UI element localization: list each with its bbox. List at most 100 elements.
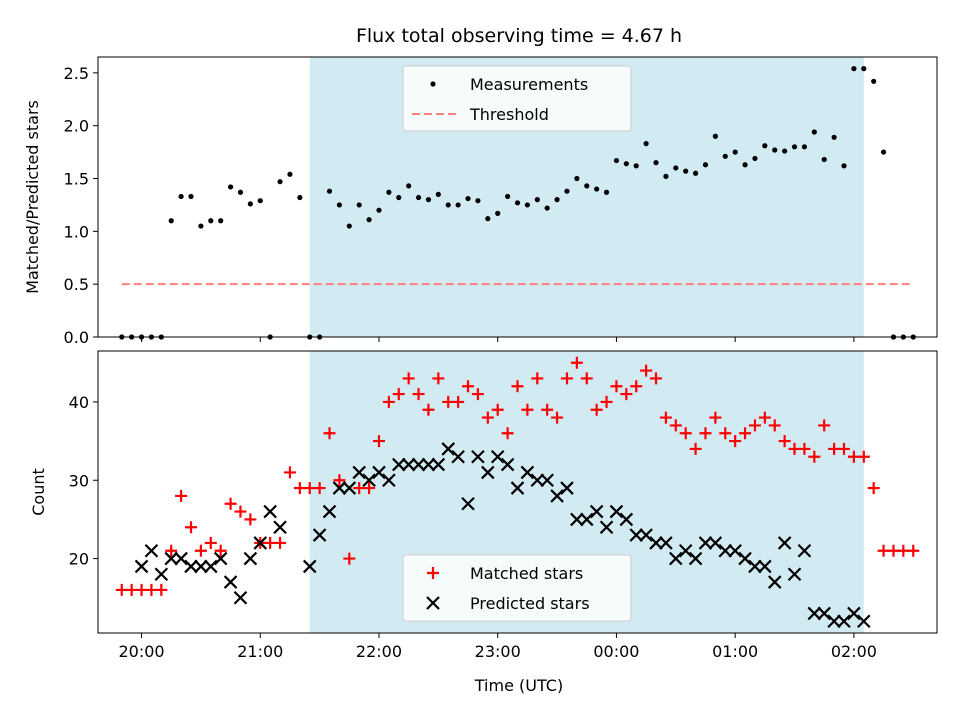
measurement-point	[712, 133, 718, 139]
measurement-point	[247, 201, 253, 207]
predicted-star-point	[213, 551, 228, 566]
measurement-point	[445, 202, 451, 208]
measurement-point	[514, 200, 521, 206]
measurement-point	[406, 183, 412, 189]
measurement-point	[495, 210, 501, 216]
x-tick-label: 23:00	[475, 642, 521, 661]
predicted-star-point	[767, 575, 782, 589]
matched-star-point	[551, 411, 564, 424]
predicted-star-point	[758, 559, 772, 574]
predicted-star-point	[738, 551, 752, 566]
matched-star-point	[778, 435, 791, 448]
x-axis-bottom: 20:00 21:00 22:00 23:00 00:00 01:00 02:00	[118, 633, 877, 661]
measurement-point	[673, 165, 679, 171]
measurement-point	[762, 143, 768, 149]
predicted-star-point	[204, 559, 218, 574]
matched-star-point	[422, 403, 435, 416]
predicted-star-point	[342, 481, 357, 495]
measurement-point	[742, 162, 748, 168]
measurement-point	[603, 189, 610, 195]
matched-star-point	[224, 497, 237, 510]
predicted-star-point	[154, 567, 169, 582]
legend-marker-matched	[427, 567, 439, 579]
predicted-star-point	[382, 473, 396, 488]
measurement-point	[366, 217, 372, 223]
measurement-point	[880, 149, 887, 155]
x-axis-label: Time (UTC)	[474, 676, 563, 695]
measurement-point	[861, 66, 867, 72]
measurement-point	[752, 155, 758, 162]
legend-bottom-frame	[402, 554, 632, 622]
measurement-point	[435, 191, 441, 197]
measurement-point	[277, 179, 283, 185]
predicted-star-point	[797, 543, 812, 558]
measurement-point	[396, 194, 402, 201]
predicted-star-point	[253, 536, 268, 550]
measurement-point	[465, 195, 471, 202]
measurement-point	[455, 202, 461, 208]
predicted-star-point	[441, 442, 456, 456]
predicted-star-point	[678, 543, 693, 558]
matched-star-point	[620, 388, 633, 401]
matched-star-point	[541, 403, 554, 416]
measurement-point	[663, 173, 669, 179]
measurement-point	[722, 153, 728, 159]
matched-star-point	[699, 427, 712, 440]
measurement-point	[653, 160, 659, 166]
measurement-point	[594, 186, 600, 192]
measurement-point	[524, 202, 530, 208]
matched-star-point	[907, 544, 920, 557]
measurement-point	[683, 168, 689, 174]
predicted-star-point	[500, 457, 515, 472]
measurement-point	[168, 218, 174, 224]
legend-marker-predicted	[426, 596, 440, 610]
predicted-star-point	[362, 473, 376, 488]
legend-top-frame	[402, 65, 632, 132]
measurement-point	[386, 189, 392, 195]
predicted-star-point	[787, 567, 802, 582]
measurement-point	[554, 197, 560, 203]
matched-star-point	[501, 427, 514, 440]
measurement-point	[257, 198, 263, 204]
predicted-star-point	[708, 536, 723, 550]
predicted-star-point	[263, 504, 277, 519]
measurement-point	[732, 149, 738, 155]
predicted-star-point	[718, 543, 733, 558]
legend-bottom: Matched stars Predicted stars	[402, 554, 632, 622]
y-tick-label-top: 0.5	[64, 275, 89, 294]
predicted-star-point	[352, 465, 366, 480]
measurement-point	[801, 144, 808, 150]
predicted-star-point	[599, 520, 614, 535]
matched-star-point	[214, 544, 227, 557]
predicted-star-point	[560, 481, 574, 495]
measurement-point	[534, 197, 540, 203]
predicted-star-point	[837, 614, 851, 629]
predicted-star-point	[649, 536, 663, 550]
predicted-star-point	[807, 606, 822, 621]
matched-star-point	[640, 364, 653, 377]
matched-star-point	[155, 583, 168, 596]
measurement-point	[791, 144, 798, 150]
legend-label-predicted: Predicted stars	[470, 594, 590, 613]
measurement-point	[227, 184, 234, 190]
predicted-star-point	[312, 528, 327, 542]
predicted-star-point	[302, 559, 317, 574]
predicted-star-point	[134, 559, 149, 574]
predicted-star-point	[669, 551, 683, 566]
y-tick-label-top: 2.5	[64, 64, 89, 83]
matched-star-point	[719, 427, 732, 440]
x-tick-label: 21:00	[237, 642, 283, 661]
measurement-point	[376, 207, 382, 213]
measurement-point	[218, 218, 224, 224]
predicted-star-point	[372, 465, 386, 480]
measurement-point	[208, 218, 214, 224]
predicted-star-point	[471, 449, 485, 464]
measurement-point	[564, 188, 570, 194]
matched-star-point	[808, 450, 821, 463]
predicted-star-point	[550, 489, 564, 503]
predicted-stars-points	[134, 442, 871, 629]
predicted-star-point	[451, 449, 465, 464]
measurement-point	[871, 78, 877, 84]
matched-star-point	[283, 466, 296, 479]
matched-star-point	[274, 536, 287, 549]
